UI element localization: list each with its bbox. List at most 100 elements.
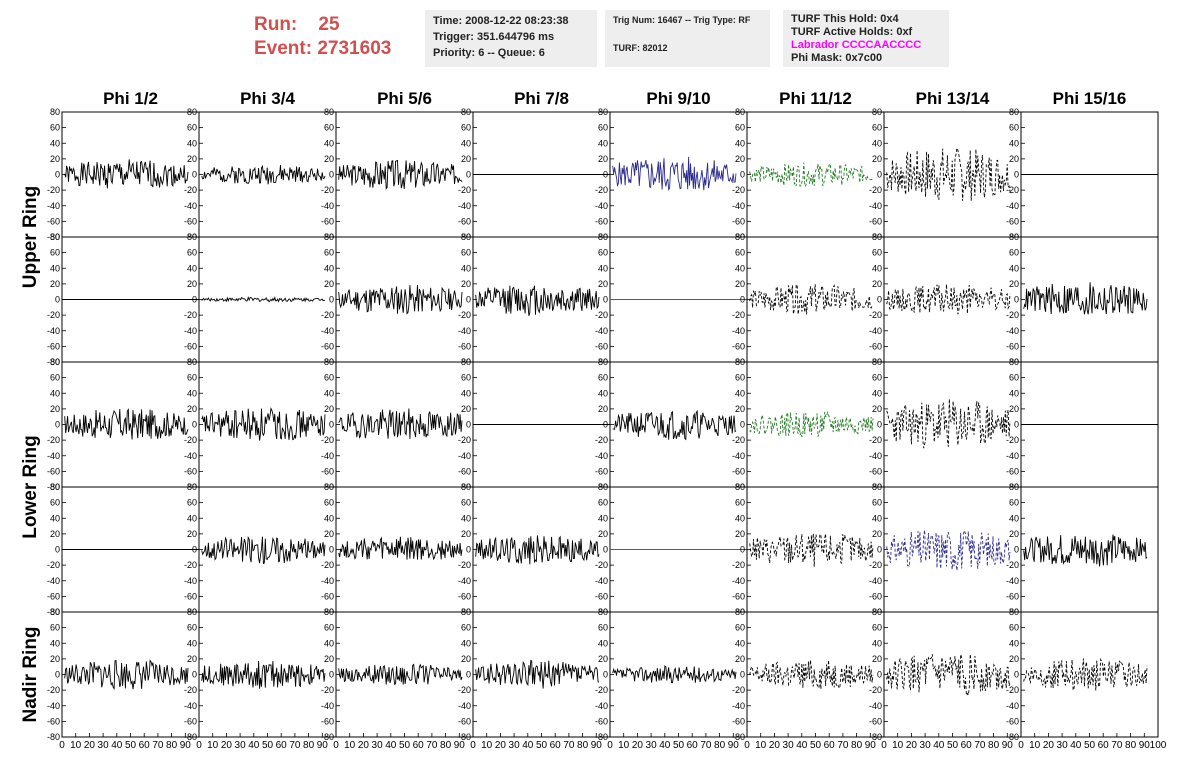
x-tick-label: 20 — [906, 740, 918, 751]
y-tick-label: -20 — [869, 685, 882, 695]
y-tick-label: 0 — [603, 420, 608, 430]
y-tick-label: 0 — [55, 420, 60, 430]
y-tick-label: 40 — [50, 263, 60, 273]
waveform-trace — [64, 159, 189, 189]
y-tick-label: 40 — [187, 513, 197, 523]
y-tick-label: 20 — [872, 154, 882, 164]
x-tick-label: 50 — [810, 740, 822, 751]
y-tick-label: -60 — [732, 341, 745, 351]
y-tick-label: -60 — [1006, 466, 1019, 476]
y-tick-label: -60 — [1006, 341, 1019, 351]
waveform-trace — [338, 663, 463, 686]
waveform-trace — [475, 285, 600, 316]
y-tick-label: 20 — [1009, 529, 1019, 539]
run-label: Run: 25 — [254, 14, 340, 35]
y-tick-label: 40 — [324, 513, 334, 523]
y-tick-label: -40 — [595, 201, 608, 211]
x-tick-label: 90 — [180, 740, 192, 751]
y-tick-label: -80 — [47, 732, 60, 742]
y-tick-label: 0 — [603, 170, 608, 180]
x-tick-label: 60 — [687, 740, 699, 751]
x-tick-label: 0 — [196, 740, 202, 751]
row-title: Upper Ring — [20, 186, 41, 288]
x-tick-label: 90 — [1002, 740, 1014, 751]
y-tick-label: 40 — [187, 138, 197, 148]
run-event-box: Run: 25 Event: 2731603 — [250, 8, 420, 64]
y-tick-label: 40 — [872, 513, 882, 523]
y-tick-label: 0 — [740, 420, 745, 430]
x-tick-label: 50 — [262, 740, 274, 751]
y-tick-label: 60 — [324, 498, 334, 508]
waveform-trace — [749, 660, 874, 690]
x-tick-label: 30 — [372, 740, 384, 751]
x-tick-label: 90 — [728, 740, 740, 751]
column-title: Phi 5/6 — [377, 89, 432, 108]
y-tick-label: 60 — [872, 123, 882, 133]
y-tick-label: 20 — [598, 154, 608, 164]
y-tick-label: 60 — [461, 498, 471, 508]
y-tick-label: -60 — [184, 341, 197, 351]
y-tick-label: 80 — [461, 607, 471, 617]
x-tick-label: 60 — [276, 740, 288, 751]
y-tick-label: 40 — [735, 138, 745, 148]
y-tick-label: 40 — [735, 263, 745, 273]
y-tick-label: -40 — [458, 576, 471, 586]
x-tick-label: 10 — [207, 740, 219, 751]
y-tick-label: -80 — [47, 357, 60, 367]
y-tick-label: -80 — [47, 482, 60, 492]
y-tick-label: -40 — [869, 451, 882, 461]
x-tick-label: 0 — [1018, 740, 1024, 751]
y-tick-label: 20 — [324, 654, 334, 664]
x-tick-label: 90 — [317, 740, 329, 751]
y-tick-label: -20 — [732, 560, 745, 570]
y-tick-label: 0 — [192, 670, 197, 680]
y-tick-label: 60 — [735, 623, 745, 633]
y-tick-label: 20 — [50, 154, 60, 164]
y-tick-label: 60 — [1009, 498, 1019, 508]
y-tick-label: -60 — [321, 216, 334, 226]
x-tick-label: 30 — [1057, 740, 1069, 751]
y-tick-label: 0 — [192, 170, 197, 180]
y-tick-label: 0 — [877, 170, 882, 180]
y-tick-label: 60 — [187, 373, 197, 383]
y-tick-label: -40 — [869, 201, 882, 211]
y-tick-label: 60 — [187, 123, 197, 133]
trigger-text: Trigger: 351.644796 ms — [433, 31, 555, 43]
column-title: Phi 11/12 — [779, 89, 852, 108]
y-tick-label: 80 — [50, 482, 60, 492]
y-tick-label: -80 — [458, 732, 471, 742]
waveform-trace — [201, 164, 326, 185]
y-tick-label: 60 — [50, 498, 60, 508]
y-tick-label: 60 — [872, 623, 882, 633]
y-tick-label: 20 — [461, 279, 471, 289]
x-tick-label: 60 — [824, 740, 836, 751]
x-tick-label: 30 — [509, 740, 521, 751]
x-tick-label: 70 — [1111, 740, 1123, 751]
y-tick-label: -20 — [869, 185, 882, 195]
y-tick-label: 60 — [324, 123, 334, 133]
y-tick-label: -80 — [1006, 732, 1019, 742]
y-tick-label: 40 — [598, 513, 608, 523]
x-tick-label: 30 — [98, 740, 110, 751]
y-tick-label: 60 — [50, 123, 60, 133]
x-tick-label: 60 — [1098, 740, 1110, 751]
x-tick-label: 100 — [1150, 740, 1167, 751]
waveform-trace — [475, 535, 600, 565]
x-tick-label: 80 — [851, 740, 863, 751]
y-tick-label: 60 — [1009, 373, 1019, 383]
x-tick-label: 90 — [1139, 740, 1151, 751]
y-tick-label: 80 — [598, 607, 608, 617]
y-tick-label: 60 — [735, 373, 745, 383]
y-tick-label: -20 — [47, 685, 60, 695]
waveform-trace — [64, 659, 189, 691]
y-tick-label: 0 — [740, 545, 745, 555]
y-tick-label: -20 — [47, 435, 60, 445]
y-tick-label: 0 — [55, 545, 60, 555]
turf-active-text: TURF Active Holds: 0xf — [791, 26, 913, 38]
y-tick-label: 60 — [324, 248, 334, 258]
waveform-trace — [749, 533, 874, 567]
y-tick-label: -40 — [184, 576, 197, 586]
y-tick-label: 60 — [461, 248, 471, 258]
y-tick-label: 60 — [598, 123, 608, 133]
y-tick-label: 80 — [598, 107, 608, 117]
